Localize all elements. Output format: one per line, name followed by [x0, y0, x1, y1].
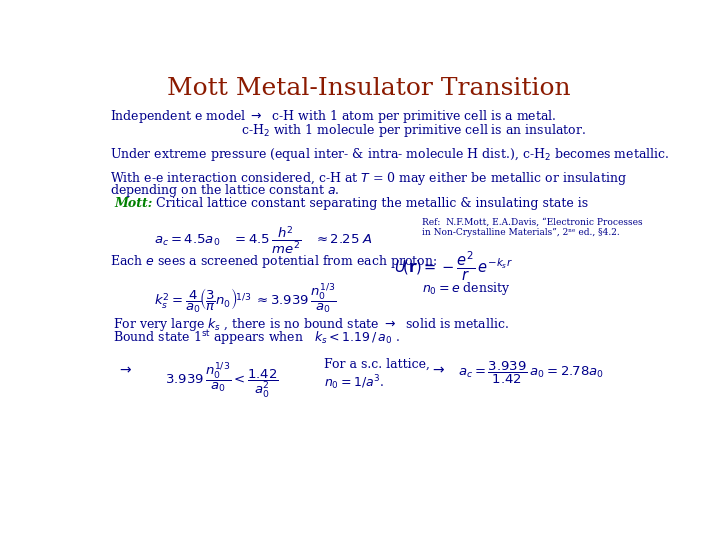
Text: $a_c = 4.5a_0$   $= 4.5\,\dfrac{h^2}{me^2}$   $\approx 2.25\;A$: $a_c = 4.5a_0$ $= 4.5\,\dfrac{h^2}{me^2}… — [154, 224, 372, 255]
Text: depending on the lattice constant $a$.: depending on the lattice constant $a$. — [109, 182, 339, 199]
Text: For a s.c. lattice,
$n_0 = 1/a^3$.: For a s.c. lattice, $n_0 = 1/a^3$. — [324, 358, 431, 393]
Text: For very large $k_s$ , there is no bound state $\rightarrow$  solid is metallic.: For very large $k_s$ , there is no bound… — [114, 316, 510, 333]
Text: Bound state 1$^\mathrm{st}$ appears when   $k_s < 1.19\,/\,a_0$ .: Bound state 1$^\mathrm{st}$ appears when… — [114, 329, 400, 347]
Text: Ref:  N.F.Mott, E.A.Davis, “Electronic Processes
in Non-Crystalline Materials”, : Ref: N.F.Mott, E.A.Davis, “Electronic Pr… — [422, 218, 643, 237]
Text: $n_0 = e$ density: $n_0 = e$ density — [422, 280, 510, 297]
Text: $U\!\left(\mathbf{r}\right) = -\dfrac{e^2}{r}\,e^{-k_s r}$: $U\!\left(\mathbf{r}\right) = -\dfrac{e^… — [394, 250, 513, 283]
Text: $3.939\,\dfrac{n_0^{1/3}}{a_0} < \dfrac{1.42}{a_0^2}$: $3.939\,\dfrac{n_0^{1/3}}{a_0} < \dfrac{… — [166, 360, 279, 400]
Text: Mott Metal-Insulator Transition: Mott Metal-Insulator Transition — [167, 77, 571, 100]
Text: $k_s^2 = \dfrac{4}{a_0}\!\left(\dfrac{3}{\pi}n_0\right)^{\!1/3}$$\;\approx 3.939: $k_s^2 = \dfrac{4}{a_0}\!\left(\dfrac{3}… — [154, 282, 337, 316]
Text: Independent e model $\rightarrow$  c-H with 1 atom per primitive cell is a metal: Independent e model $\rightarrow$ c-H wi… — [109, 109, 556, 125]
Text: $a_c = \dfrac{3.939}{1.42}\,a_0 = 2.78a_0$: $a_c = \dfrac{3.939}{1.42}\,a_0 = 2.78a_… — [459, 360, 604, 386]
Text: Under extreme pressure (equal inter- & intra- molecule H dist.), c-H$_2$ becomes: Under extreme pressure (equal inter- & i… — [109, 146, 669, 163]
Text: With e-e interaction considered, c-H at $T$ = 0 may either be metallic or insula: With e-e interaction considered, c-H at … — [109, 170, 626, 187]
Text: $\rightarrow$: $\rightarrow$ — [431, 362, 446, 376]
Text: c-H$_2$ with 1 molecule per primitive cell is an insulator.: c-H$_2$ with 1 molecule per primitive ce… — [240, 122, 586, 139]
Text: Mott:: Mott: — [114, 197, 153, 210]
Text: $\rightarrow$: $\rightarrow$ — [117, 362, 132, 376]
Text: Each $e$ sees a screened potential from each proton:: Each $e$ sees a screened potential from … — [109, 253, 436, 270]
Text: Critical lattice constant separating the metallic & insulating state is: Critical lattice constant separating the… — [156, 197, 588, 210]
